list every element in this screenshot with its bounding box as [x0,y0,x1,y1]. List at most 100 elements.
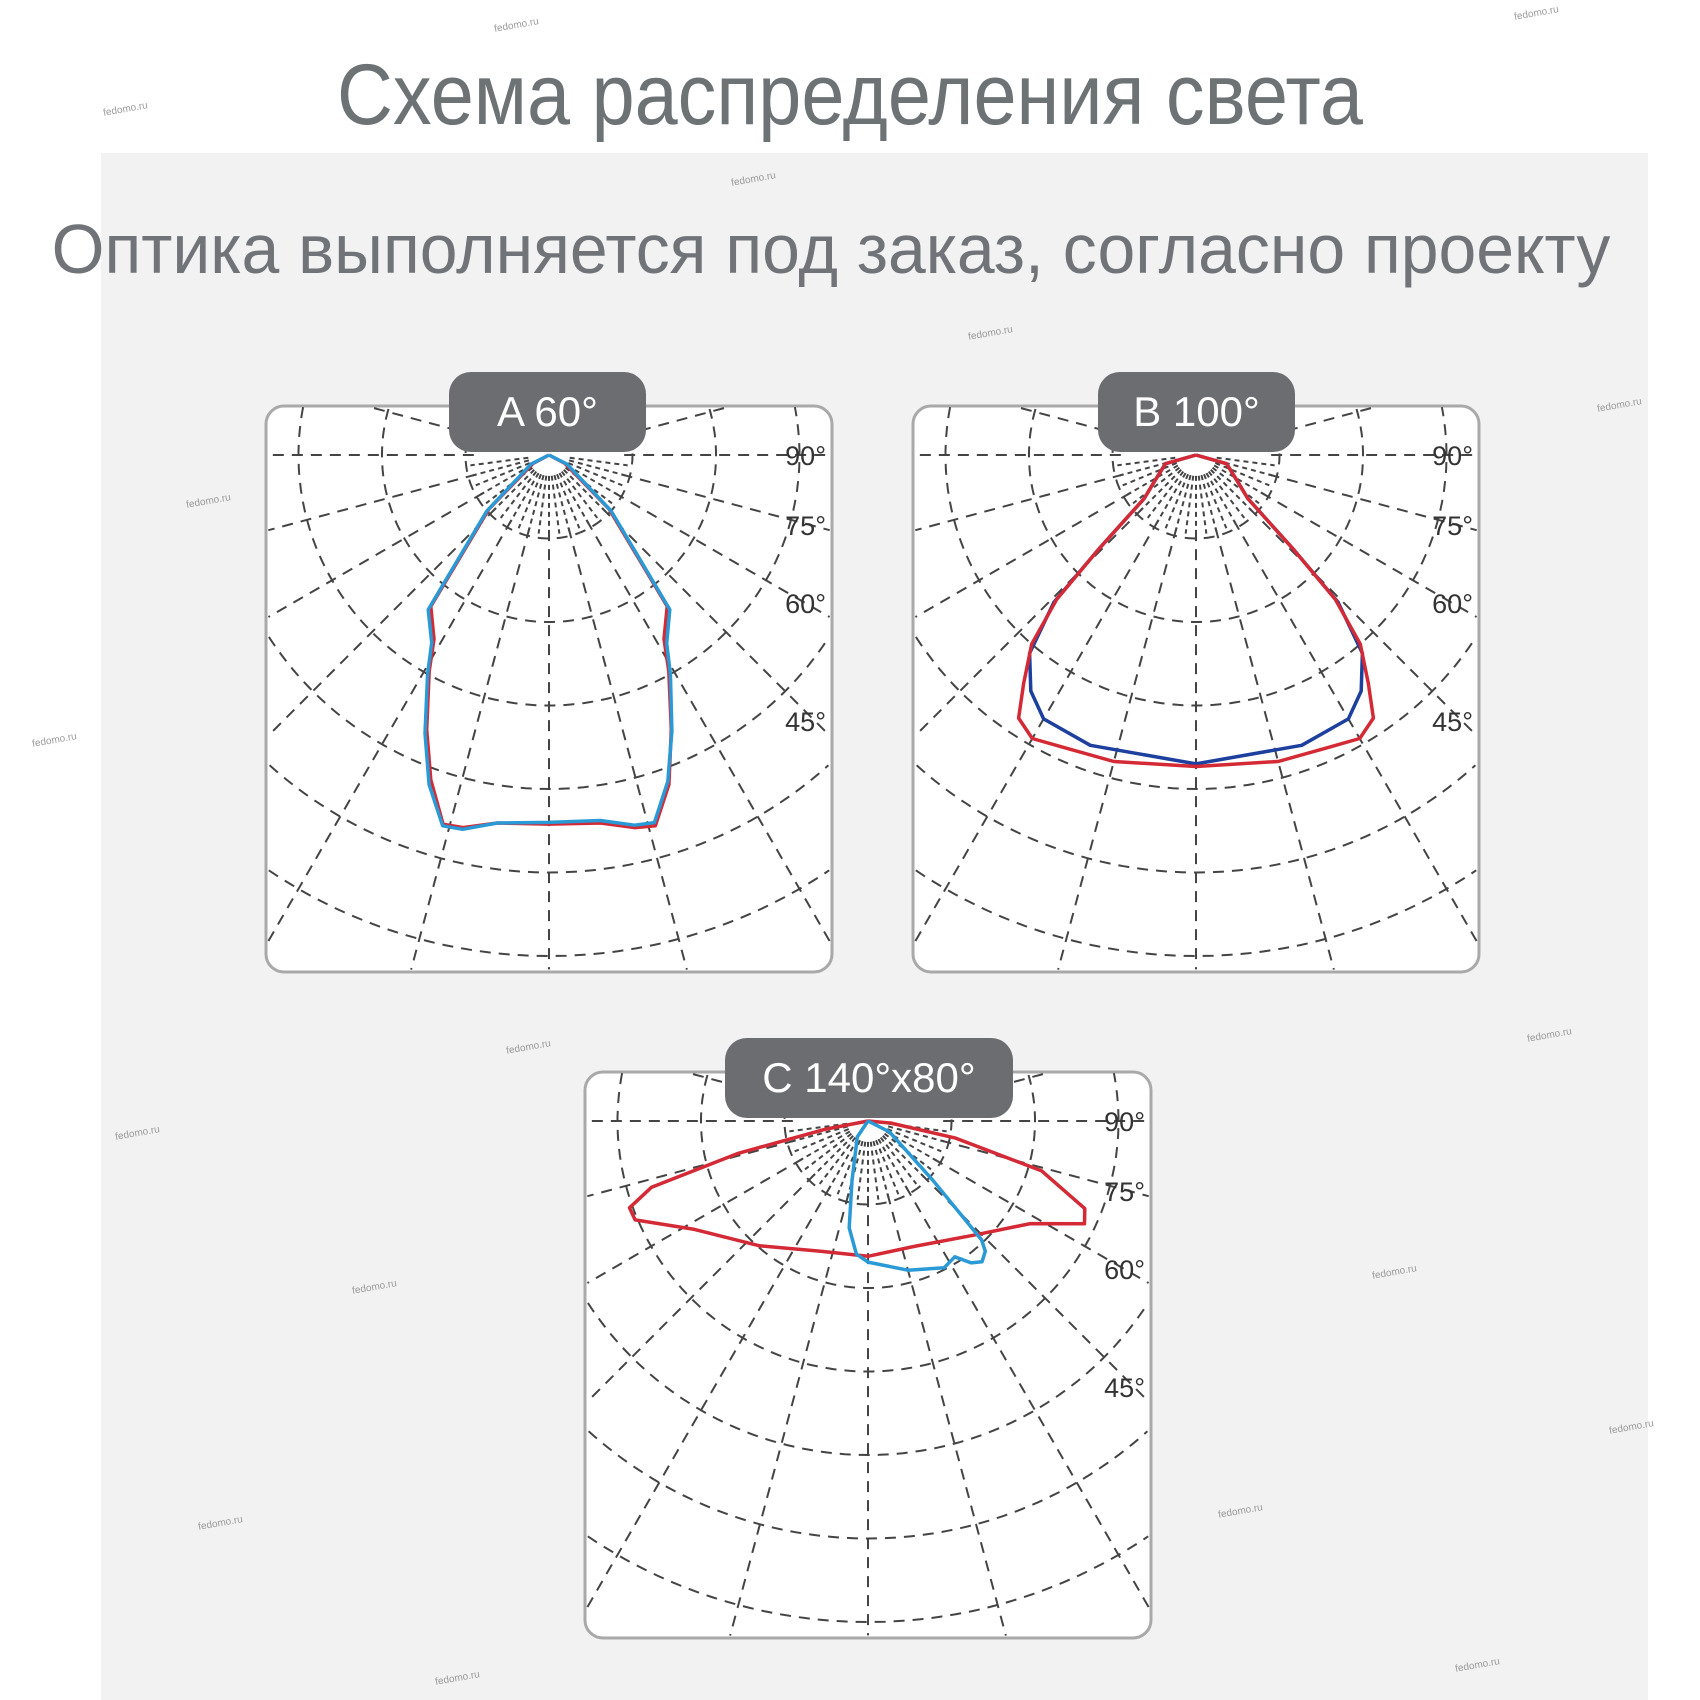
grid-circle [587,1302,1149,1457]
angle-label-60: 60° [785,589,826,619]
grid-tick [818,1136,857,1185]
grid-radial-line [1232,519,1479,943]
grid-radial-line [601,507,831,737]
grid-tick [1213,464,1266,496]
grid-tick [1203,473,1228,529]
intensity-curve-2 [1016,453,1376,769]
grid-circle [268,636,830,791]
page-subtitle: Оптика выполняется под заказ, согласно п… [51,210,1611,288]
grid-radial-line [410,527,531,970]
grid-tick [789,1122,848,1133]
angle-label-90: 90° [1104,1107,1145,1137]
grid-tick [1214,462,1270,487]
watermark: fedomo.ru [493,16,540,35]
grid-tick [856,1141,867,1200]
page-title: Схема распределения света [337,47,1363,143]
grid-tick [811,1135,854,1178]
grid-tick [566,464,619,496]
grid-circle [1111,406,1281,540]
grid-radial-line [915,473,1124,532]
watermark: fedomo.ru [1513,4,1560,23]
grid-radial-line [1260,491,1478,618]
polar-chart-c: 90° 75° 60° 45° C 140°x80° [583,1038,1153,1640]
grid-tick [887,1125,945,1143]
angle-label-45: 45° [785,707,826,737]
grid-tick [1155,472,1187,525]
grid-tick [537,475,548,534]
polar-chart-b: 90° 75° 60° 45° B 100° [911,372,1481,974]
intensity-curve-2 [847,1119,988,1272]
grid-circle [381,408,717,623]
grid-tick [472,459,530,477]
grid-circle [915,869,1477,958]
grid-radial-line [913,519,1160,943]
grid-radial-line [267,507,497,737]
grid-tick [492,469,535,512]
grid-tick [804,1132,853,1171]
grid-radial-line [729,1193,850,1636]
grid-tick [875,1139,900,1195]
grid-tick [794,1128,850,1153]
grid-tick [1139,469,1182,512]
chart-label-a: A 60° [449,372,646,452]
chart-label-c: C 140°x80° [725,1038,1013,1118]
grid-radial-line [585,519,832,943]
grid-tick [1174,474,1192,532]
grid-tick [470,456,529,467]
grid-radial-line [886,1193,1007,1636]
watermark: fedomo.ru [31,731,78,750]
intensity-curve-2 [423,453,674,832]
grid-circle [587,1535,1149,1624]
grid-tick [475,462,531,487]
grid-tick [499,470,538,519]
grid-tick [791,1125,849,1143]
grid-tick [877,1138,909,1191]
grid-tick [1205,472,1237,525]
grid-radial-line [585,1185,832,1609]
angle-label-45: 45° [1432,707,1473,737]
grid-radial-line [587,1139,796,1198]
polar-plot: 90° 75° 60° 45° [264,404,834,974]
grid-tick [1210,469,1253,512]
grid-radial-line [586,1173,816,1403]
grid-tick [1207,470,1246,519]
intensity-curve-1 [627,1119,1087,1259]
grid-radial-line [932,1157,1150,1284]
grid-tick [553,474,571,532]
grid-tick [1164,473,1189,529]
grid-tick [1132,466,1181,505]
grid-tick [567,462,623,487]
grid-tick [560,470,599,519]
polar-plot: 90° 75° 60° 45° [583,1070,1153,1640]
grid-tick [517,473,542,529]
grid-tick [527,474,545,532]
grid-circle [464,406,634,540]
grid-tick [1200,474,1218,532]
grid-circle [268,869,830,958]
grid-tick [550,475,561,534]
angle-label-90: 90° [1432,441,1473,471]
grid-radial-line [1268,473,1477,532]
grid-tick [879,1136,918,1185]
grid-tick [1117,456,1176,467]
grid-tick [563,469,606,512]
grid-circle [783,1072,953,1206]
grid-tick [869,1141,880,1200]
grid-radial-line [613,491,831,618]
grid-radial-line [920,1173,1150,1403]
angle-label-45: 45° [1104,1373,1145,1403]
grid-tick [827,1138,859,1191]
grid-circle [915,636,1477,791]
grid-tick [886,1128,942,1153]
grid-tick [508,472,540,525]
chart-label-b: B 100° [1098,372,1295,452]
angle-label-75: 75° [1432,511,1473,541]
grid-tick [568,459,626,477]
grid-radial-line [1248,507,1478,737]
grid-tick [479,464,532,496]
grid-tick [1211,466,1260,505]
grid-radial-line [267,491,485,618]
grid-tick [872,1140,890,1198]
grid-tick [1184,475,1195,534]
grid-radial-line [904,1185,1151,1609]
